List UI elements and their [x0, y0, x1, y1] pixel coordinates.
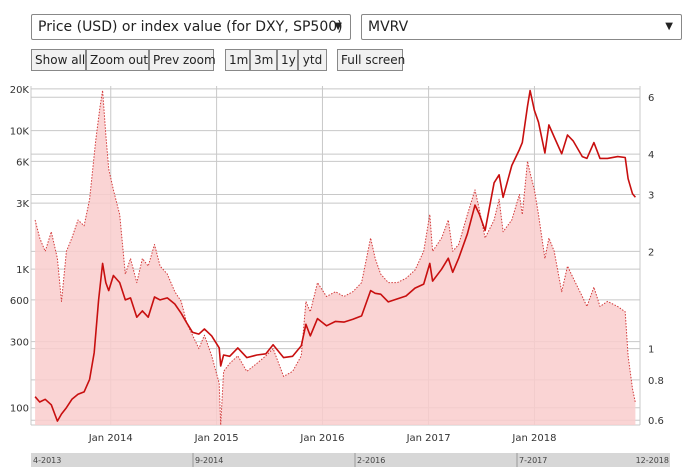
x-axis-tick-label: Jan 2018: [511, 433, 556, 444]
indicator-select-value: MVRV: [368, 19, 409, 35]
price-line: [34, 89, 637, 422]
zoom-out-button[interactable]: Zoom out: [86, 49, 149, 71]
left-axis-tick-label: 6K: [16, 157, 29, 168]
left-axis-tick-label: 600: [10, 296, 29, 307]
price-series-select[interactable]: Price (USD) or index value (for DXY, SP5…: [31, 14, 351, 40]
dropdown-arrow-icon: ▼: [334, 21, 342, 32]
left-axis-tick-label: 3K: [16, 199, 29, 210]
left-axis-tick-label: 100: [10, 404, 29, 415]
dropdown-arrow-icon: ▼: [665, 21, 673, 32]
prev-zoom-button[interactable]: Prev zoom: [149, 49, 216, 71]
left-axis-tick-label: 20K: [10, 85, 30, 96]
x-axis-tick-label: Jan 2016: [299, 433, 344, 444]
price-series-select-value: Price (USD) or index value (for DXY, SP5…: [38, 19, 343, 35]
left-axis-tick-label: 300: [10, 338, 29, 349]
navigator-label: 4-2013: [33, 456, 61, 465]
navigator-label: 9-2014: [195, 456, 223, 465]
x-axis-tick-label: Jan 2015: [194, 433, 239, 444]
range-ytd-button[interactable]: ytd: [298, 49, 327, 71]
range-3m-button[interactable]: 3m: [250, 49, 277, 71]
left-axis-tick-label: 10K: [10, 127, 30, 138]
chart-series-areas: [35, 90, 636, 426]
mvrv-line: [34, 89, 636, 426]
range-1m-button[interactable]: 1m: [225, 49, 250, 71]
right-axis-tick-label: 6: [648, 93, 654, 104]
right-axis-tick-label: 3: [648, 190, 654, 201]
mvrv-area: [35, 90, 636, 426]
indicator-select[interactable]: MVRV ▼: [361, 14, 682, 40]
right-axis-tick-label: 2: [648, 247, 654, 258]
navigator-label: 7-2017: [519, 456, 547, 465]
navigator-label: 2-2016: [357, 456, 385, 465]
left-axis-tick-label: 1K: [16, 265, 29, 276]
left-axis-labels: 20K 10K 6K 3K 1K 600 300 100: [10, 85, 30, 415]
navigator-label: 12-2018: [636, 456, 669, 465]
right-axis-tick-label: 4: [648, 150, 654, 161]
navigator-labels: 4-2013 9-2014 2-2016 7-2017 12-2018: [33, 453, 669, 467]
navigator-track[interactable]: [31, 453, 670, 467]
mvrv-chart[interactable]: 20K 10K 6K 3K 1K 600 300 100 6 4 3 2 1 0.8 0.6 Jan 20…: [0, 78, 700, 448]
right-axis-labels: 6 4 3 2 1 0.8 0.6: [648, 93, 664, 427]
x-axis-tick-label: Jan 2014: [88, 433, 133, 444]
right-axis-tick-label: 0.8: [648, 376, 664, 387]
right-axis-tick-label: 0.6: [648, 416, 664, 427]
full-screen-button[interactable]: Full screen: [337, 49, 405, 71]
right-axis-tick-label: 1: [648, 345, 654, 356]
show-all-button[interactable]: Show all: [31, 49, 86, 71]
chart-series-lines: [34, 89, 637, 426]
x-axis-labels: Jan 2014 Jan 2015 Jan 2016 Jan 2017 Jan 2018: [88, 433, 557, 444]
range-navigator[interactable]: 4-2013 9-2014 2-2016 7-2017 12-2018: [0, 448, 700, 473]
range-1y-button[interactable]: 1y: [277, 49, 298, 71]
x-axis-tick-label: Jan 2017: [406, 433, 451, 444]
